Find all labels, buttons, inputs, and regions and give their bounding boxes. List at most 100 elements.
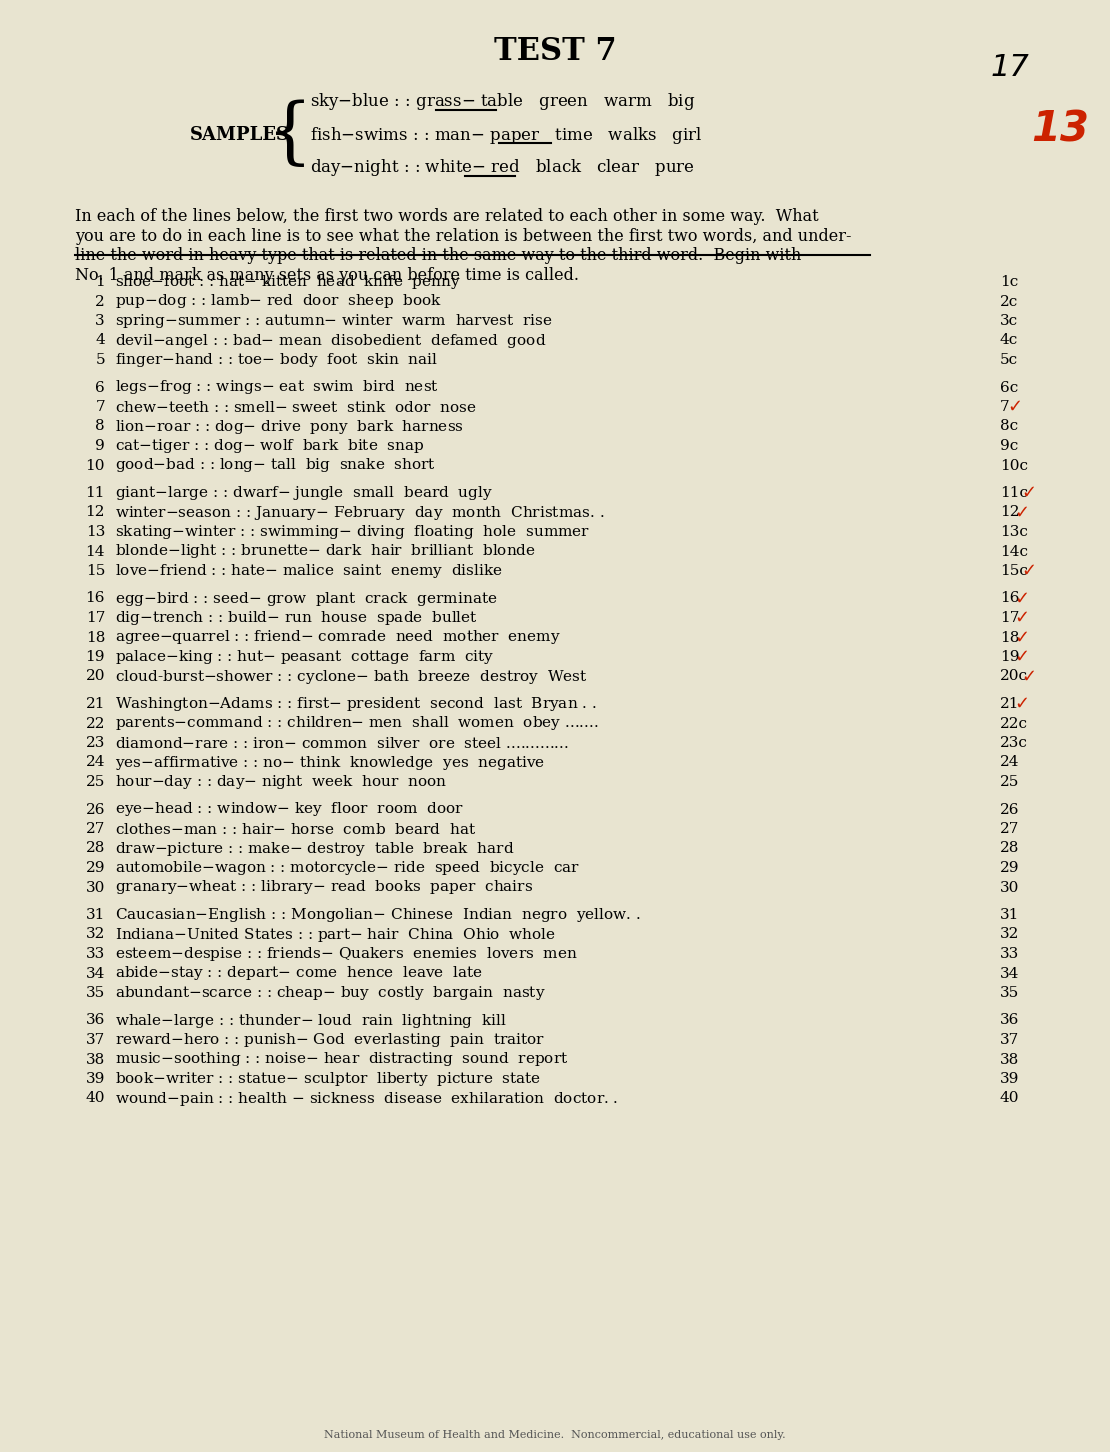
Text: 27: 27 [85,822,105,836]
Text: 37: 37 [85,1032,105,1047]
Text: granary$-$wheat : : library$-$ read  books  paper  chairs: granary$-$wheat : : library$-$ read book… [115,878,533,896]
Text: 5c: 5c [1000,353,1018,367]
Text: 26: 26 [85,803,105,816]
Text: esteem$-$despise : : friends$-$ Quakers  enemies  lovers  men: esteem$-$despise : : friends$-$ Quakers … [115,945,578,963]
Text: abide$-$stay : : depart$-$ come  hence  leave  late: abide$-$stay : : depart$-$ come hence le… [115,964,483,983]
Text: dig$-$trench : : build$-$ run  house  spade  bullet: dig$-$trench : : build$-$ run house spad… [115,608,478,627]
Text: 6: 6 [95,380,105,395]
Text: wound$-$pain : : health $-$ sickness  disease  exhilaration  doctor. .: wound$-$pain : : health $-$ sickness dis… [115,1089,618,1108]
Text: SAMPLES: SAMPLES [190,126,290,144]
Text: 25: 25 [85,775,105,788]
Text: 11c: 11c [1000,486,1028,499]
Text: chew$-$teeth : : smell$-$ sweet  stink  odor  nose: chew$-$teeth : : smell$-$ sweet stink od… [115,399,476,414]
Text: TEST 7: TEST 7 [494,36,616,67]
Text: 34: 34 [1000,967,1019,980]
Text: ✓: ✓ [1021,484,1036,502]
Text: 12: 12 [85,505,105,520]
Text: 25: 25 [1000,775,1019,788]
Text: 29: 29 [1000,861,1019,876]
Text: National Museum of Health and Medicine.  Noncommercial, educational use only.: National Museum of Health and Medicine. … [324,1430,786,1440]
Text: ✓: ✓ [1015,608,1029,627]
Text: ✓: ✓ [1015,648,1029,666]
Text: 24: 24 [1000,755,1019,770]
Text: draw$-$picture : : make$-$ destroy  table  break  hard: draw$-$picture : : make$-$ destroy table… [115,839,514,858]
Text: 17: 17 [990,54,1029,83]
Text: day$-$night : : white$-$ red   black   clear   pure: day$-$night : : white$-$ red black clear… [310,157,695,179]
Text: sky$-$blue : : grass$-$ table   green   warm   big: sky$-$blue : : grass$-$ table green warm… [310,91,695,112]
Text: eye$-$head : : window$-$ key  floor  room  door: eye$-$head : : window$-$ key floor room … [115,800,464,819]
Text: 38: 38 [1000,1053,1019,1067]
Text: 40: 40 [85,1092,105,1105]
Text: 31: 31 [85,908,105,922]
Text: ✓: ✓ [1015,629,1029,646]
Text: Washington$-$Adams : : first$-$ president  second  last  Bryan . .: Washington$-$Adams : : first$-$ presiden… [115,696,597,713]
Text: 36: 36 [1000,1013,1019,1028]
Text: 13: 13 [1031,109,1089,151]
Text: 13: 13 [85,526,105,539]
Text: 20c: 20c [1000,669,1028,684]
Text: 1c: 1c [1000,274,1018,289]
Text: ✓: ✓ [1007,398,1022,417]
Text: 26: 26 [1000,803,1019,816]
Text: 7: 7 [1000,399,1010,414]
Text: spring$-$summer : : autumn$-$ winter  warm  harvest  rise: spring$-$summer : : autumn$-$ winter war… [115,312,553,330]
Text: reward$-$hero : : punish$-$ God  everlasting  pain  traitor: reward$-$hero : : punish$-$ God everlast… [115,1031,545,1048]
Text: 24: 24 [85,755,105,770]
Text: 2c: 2c [1000,295,1018,308]
Text: 29: 29 [85,861,105,876]
Text: 31: 31 [1000,908,1019,922]
Text: 14: 14 [85,544,105,559]
Text: 18: 18 [1000,630,1019,645]
Text: 30: 30 [85,880,105,894]
Text: 28: 28 [1000,842,1019,855]
Text: 12: 12 [1000,505,1019,520]
Text: 4c: 4c [1000,334,1018,347]
Text: 16: 16 [85,591,105,605]
Text: 1: 1 [95,274,105,289]
Text: abundant$-$scarce : : cheap$-$ buy  costly  bargain  nasty: abundant$-$scarce : : cheap$-$ buy costl… [115,984,546,1002]
Text: 8c: 8c [1000,420,1018,434]
Text: 19: 19 [1000,650,1019,664]
Text: 15: 15 [85,563,105,578]
Text: 27: 27 [1000,822,1019,836]
Text: 23c: 23c [1000,736,1028,751]
Text: 32: 32 [85,928,105,941]
Text: clothes$-$man : : hair$-$ horse  comb  beard  hat: clothes$-$man : : hair$-$ horse comb bea… [115,822,476,836]
Text: legs$-$frog : : wings$-$ eat  swim  bird  nest: legs$-$frog : : wings$-$ eat swim bird n… [115,379,438,396]
Text: music$-$soothing : : noise$-$ hear  distracting  sound  report: music$-$soothing : : noise$-$ hear distr… [115,1050,568,1069]
Text: cat$-$tiger : : dog$-$ wolf  bark  bite  snap: cat$-$tiger : : dog$-$ wolf bark bite sn… [115,437,424,454]
Text: 3: 3 [95,314,105,328]
Text: 4: 4 [95,334,105,347]
Text: 9: 9 [95,439,105,453]
Text: hour$-$day : : day$-$ night  week  hour  noon: hour$-$day : : day$-$ night week hour no… [115,772,447,791]
Text: devil$-$angel : : bad$-$ mean  disobedient  defamed  good: devil$-$angel : : bad$-$ mean disobedien… [115,331,546,350]
Text: 17: 17 [85,611,105,624]
Text: automobile$-$wagon : : motorcycle$-$ ride  speed  bicycle  car: automobile$-$wagon : : motorcycle$-$ rid… [115,860,581,877]
Text: whale$-$large : : thunder$-$ loud  rain  lightning  kill: whale$-$large : : thunder$-$ loud rain l… [115,1012,507,1029]
Text: 28: 28 [85,842,105,855]
Text: 10c: 10c [1000,459,1028,472]
Text: 16: 16 [1000,591,1019,605]
Text: 7: 7 [95,399,105,414]
Text: 13c: 13c [1000,526,1028,539]
Text: 38: 38 [85,1053,105,1067]
Text: 15c: 15c [1000,563,1028,578]
Text: 8: 8 [95,420,105,434]
Text: 5: 5 [95,353,105,367]
Text: giant$-$large : : dwarf$-$ jungle  small  beard  ugly: giant$-$large : : dwarf$-$ jungle small … [115,484,493,502]
Text: 35: 35 [85,986,105,1000]
Text: 40: 40 [1000,1092,1019,1105]
Text: 23: 23 [85,736,105,751]
Text: 33: 33 [85,947,105,961]
Text: finger$-$hand : : toe$-$ body  foot  skin  nail: finger$-$hand : : toe$-$ body foot skin … [115,351,438,369]
Text: pup$-$dog : : lamb$-$ red  door  sheep  book: pup$-$dog : : lamb$-$ red door sheep boo… [115,292,442,311]
Text: 19: 19 [85,650,105,664]
Text: 10: 10 [85,459,105,472]
Text: 2: 2 [95,295,105,308]
Text: book$-$writer : : statue$-$ sculptor  liberty  picture  state: book$-$writer : : statue$-$ sculptor lib… [115,1070,542,1088]
Text: 17: 17 [1000,611,1019,624]
Text: skating$-$winter : : swimming$-$ diving  floating  hole  summer: skating$-$winter : : swimming$-$ diving … [115,523,591,542]
Text: 35: 35 [1000,986,1019,1000]
Text: {: { [268,100,313,170]
Text: Caucasian$-$English : : Mongolian$-$ Chinese  Indian  negro  yellow. .: Caucasian$-$English : : Mongolian$-$ Chi… [115,906,640,923]
